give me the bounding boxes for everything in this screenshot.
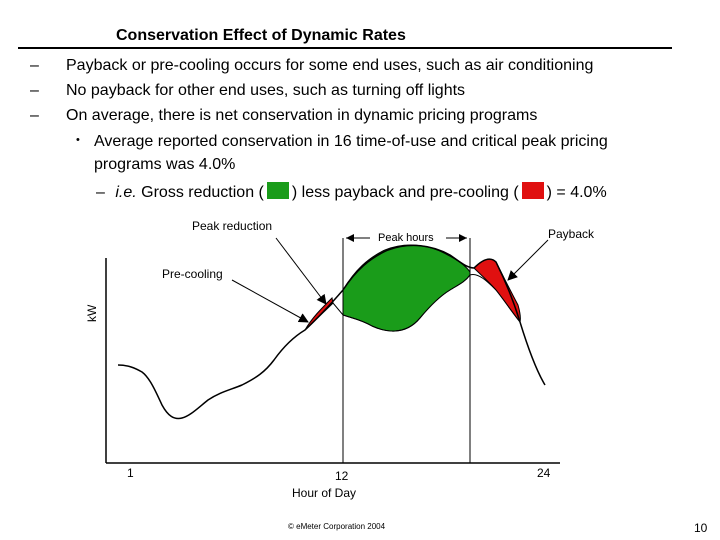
bullet-marker-2: – bbox=[30, 82, 39, 99]
payback-label: Payback bbox=[548, 227, 595, 241]
x-tick-24: 24 bbox=[537, 466, 551, 480]
bullet-marker-3: – bbox=[30, 107, 39, 124]
gross-part1: Gross reduction ( bbox=[136, 184, 264, 201]
peak-hours-arrowhead-right bbox=[459, 234, 467, 242]
peak-reduction-arrow bbox=[275, 237, 327, 305]
reduction-swatch bbox=[266, 182, 289, 199]
gross-ie: i.e. bbox=[115, 184, 137, 201]
x-tick-12: 12 bbox=[335, 469, 349, 483]
pre-cooling-arrow bbox=[231, 279, 309, 323]
x-axis-label: Hour of Day bbox=[292, 486, 356, 500]
title-underline bbox=[18, 47, 672, 49]
pre-cooling-label: Pre-cooling bbox=[162, 267, 223, 281]
peak-reduction-area bbox=[342, 244, 471, 332]
y-axis-label: kW bbox=[85, 304, 99, 322]
bullet-text-4-cont: programs was 4.0% bbox=[94, 156, 236, 173]
bullet-text-2: No payback for other end uses, such as t… bbox=[66, 82, 466, 99]
gross-part3: ) = 4.0% bbox=[546, 184, 607, 201]
payback-swatch bbox=[521, 182, 544, 199]
dynamic-rate-load-curve bbox=[304, 273, 521, 332]
x-tick-1: 1 bbox=[127, 466, 134, 480]
page-number: 10 bbox=[694, 521, 708, 535]
bullet-text-3: On average, there is net conservation in… bbox=[66, 107, 538, 124]
gross-reduction-line: – i.e. Gross reduction ( ) less payback a… bbox=[96, 182, 607, 202]
gross-marker: – bbox=[96, 184, 105, 201]
bullet-text-4: Average reported conservation in 16 time… bbox=[94, 133, 608, 150]
slide-title: Conservation Effect of Dynamic Rates bbox=[116, 27, 406, 44]
gross-part2: ) less payback and pre-cooling ( bbox=[291, 184, 519, 201]
peak-reduction-label: Peak reduction bbox=[192, 219, 272, 233]
bullet-marker-1: – bbox=[30, 57, 39, 74]
payback-arrow bbox=[507, 239, 549, 281]
bullet-text-1: Payback or pre-cooling occurs for some e… bbox=[66, 57, 594, 74]
copyright-footer: © eMeter Corporation 2004 bbox=[288, 522, 386, 531]
bullet-marker-4: • bbox=[76, 134, 80, 146]
peak-hours-arrowhead-left bbox=[346, 234, 354, 242]
peak-hours-label: Peak hours bbox=[378, 232, 434, 244]
